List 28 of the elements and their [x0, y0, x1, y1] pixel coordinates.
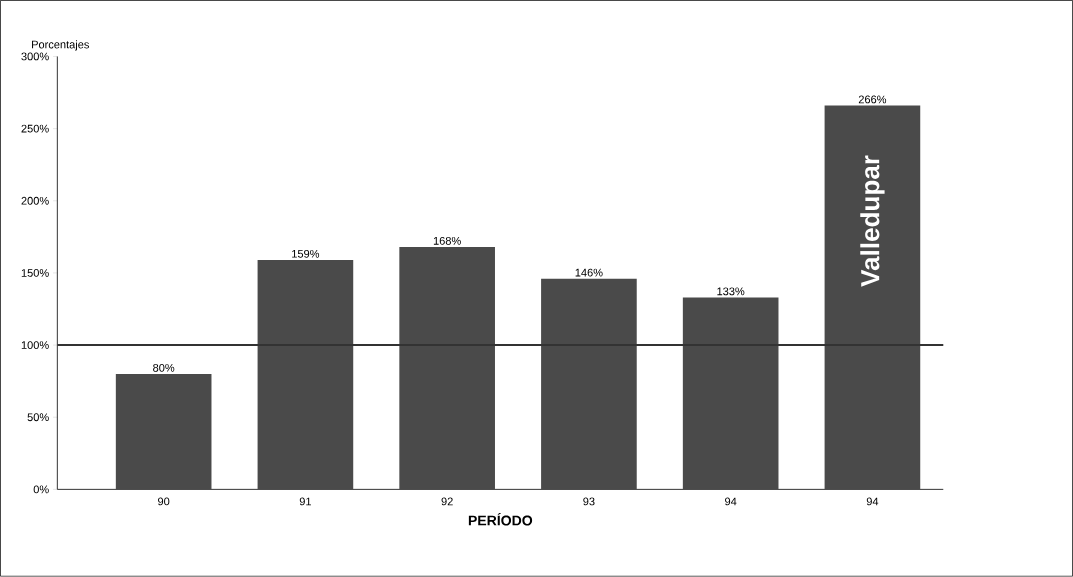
data-label: 266% — [858, 95, 887, 104]
y-tick-label: 150% — [21, 269, 49, 277]
x-tick-label: 93 — [583, 497, 595, 506]
y-tick-label: 50% — [27, 413, 49, 422]
y-tick-label: 300% — [21, 52, 49, 61]
x-tick-label: 94 — [725, 497, 737, 506]
bar — [115, 374, 212, 490]
x-tick-label: 90 — [158, 497, 170, 506]
y-tick-label: 100% — [21, 341, 49, 350]
data-label: 159% — [292, 250, 320, 258]
data-label: 146% — [575, 268, 603, 277]
x-tick-label: 92 — [441, 497, 453, 506]
bar — [682, 297, 779, 490]
x-axis-title: PERÍODO — [468, 513, 533, 526]
data-label: 168% — [433, 237, 461, 245]
data-label: 133% — [717, 287, 745, 296]
x-tick-label: 91 — [299, 497, 312, 506]
y-tick-label: 200% — [21, 197, 49, 205]
x-tick-label: 94 — [866, 497, 879, 506]
y-tick-label: 0% — [33, 485, 49, 494]
bar — [541, 278, 637, 490]
annotation: Valledupar — [860, 155, 885, 287]
y-axis-title: Porcentajes — [32, 40, 89, 51]
bar — [257, 260, 354, 490]
bar — [399, 247, 495, 490]
y-tick-label: 250% — [21, 124, 49, 133]
data-label: 80% — [153, 364, 175, 372]
bar — [824, 105, 921, 490]
